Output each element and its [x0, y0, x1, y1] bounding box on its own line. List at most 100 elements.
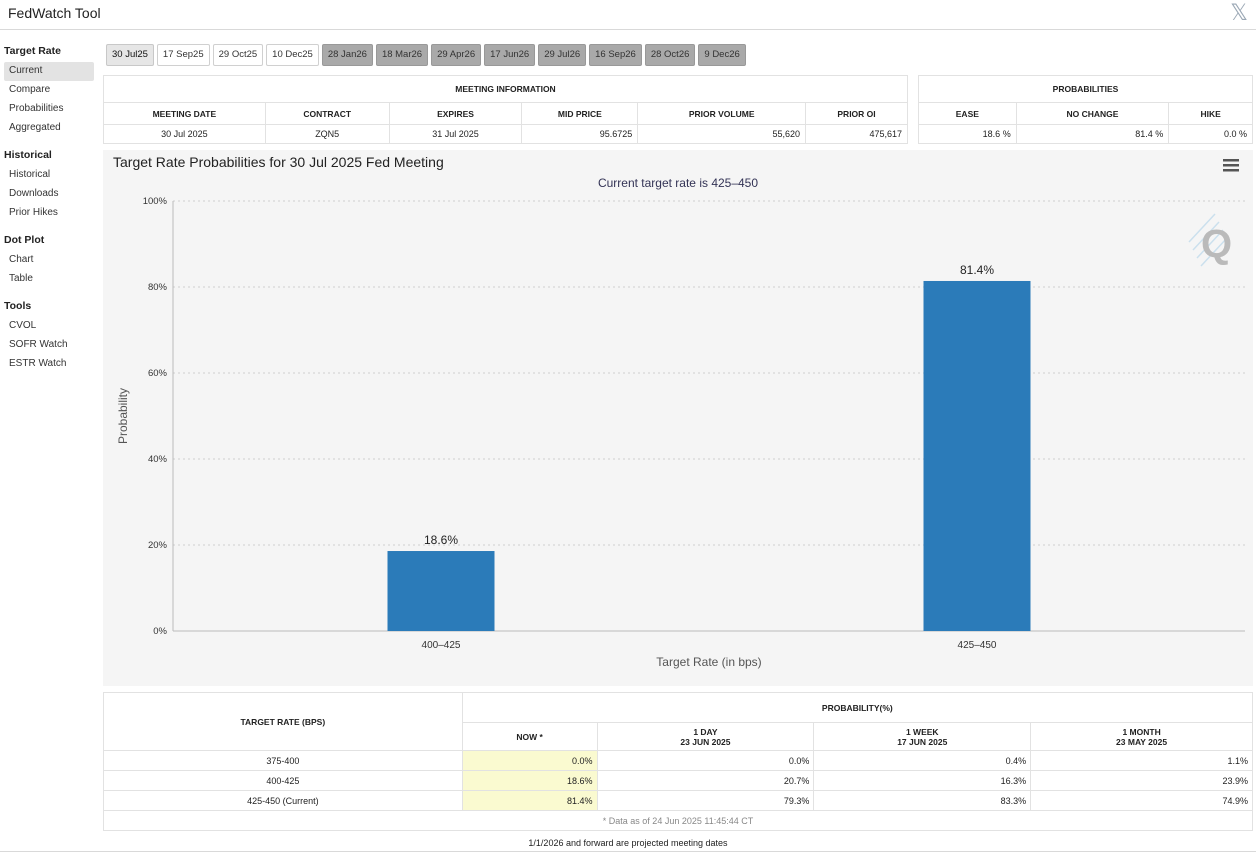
probabilities-heading: PROBABILITIES [918, 75, 1253, 103]
sidebar-heading: Historical [4, 149, 52, 161]
tab-meeting-date[interactable]: 29 Jul26 [538, 44, 587, 66]
column-header-1-month: 1 MONTH 23 MAY 2025 [1030, 722, 1253, 751]
sidebar-section-dot-plot: Dot Plot Chart Table [0, 233, 96, 289]
month-cell: 23.9% [1030, 770, 1253, 791]
meeting-date-tabs: 30 Jul25 17 Sep25 29 Oct25 10 Dec25 28 Jan26… [106, 44, 746, 66]
target-rate-header: TARGET RATE (BPS) [103, 692, 463, 751]
tab-meeting-date[interactable]: 18 Mar26 [375, 44, 429, 66]
week-cell: 0.4% [813, 750, 1032, 771]
sidebar-section-target-rate: Target Rate Current Compare Probabilitie… [0, 44, 96, 138]
expires-value: 31 Jul 2025 [388, 124, 523, 144]
column-header: EXPIRES [388, 102, 523, 125]
sidebar-item-downloads[interactable]: Downloads [9, 188, 59, 199]
x-axis-title: Target Rate (in bps) [656, 655, 761, 669]
bar [387, 551, 495, 631]
svg-text:Q: Q [1201, 222, 1232, 266]
table-row: 375-400 0.0% 0.0% 0.4% 1.1% [103, 750, 1253, 771]
day-cell: 79.3% [596, 790, 815, 811]
sidebar-heading: Target Rate [4, 45, 61, 57]
now-cell: 81.4% [461, 790, 598, 811]
mid-price-value: 95.6725 [521, 124, 639, 144]
sidebar-heading: Dot Plot [4, 234, 45, 246]
chart-subtitle: Current target rate is 425–450 [597, 176, 759, 190]
column-header-line1: NOW * [516, 731, 543, 742]
prior-oi-value: 475,617 [805, 124, 908, 144]
sidebar-item-sofr-watch[interactable]: SOFR Watch [9, 339, 68, 350]
sidebar-item-cvol[interactable]: CVOL [9, 320, 37, 331]
tab-meeting-date[interactable]: 29 Oct25 [212, 44, 264, 66]
sidebar-item-historical[interactable]: Historical [9, 169, 51, 180]
column-header-line1: 1 WEEK [905, 726, 939, 737]
column-header: HIKE [1168, 102, 1253, 125]
title-bar: FedWatch Tool 𝕏 [0, 0, 1256, 30]
tab-meeting-date[interactable]: 28 Jan26 [321, 44, 373, 66]
chart-panel: Target Rate Probabilities for 30 Jul 202… [103, 150, 1253, 686]
table-row: 425-450 (Current) 81.4% 79.3% 83.3% 74.9… [103, 790, 1253, 811]
y-tick-label: 100% [143, 196, 168, 207]
tab-meeting-date[interactable]: 10 Dec25 [266, 44, 319, 66]
hike-value: 0.0 % [1168, 124, 1253, 144]
column-header: MEETING DATE [103, 102, 266, 125]
column-header-line1: 1 MONTH [1122, 726, 1161, 737]
tab-meeting-date[interactable]: 17 Sep25 [156, 44, 210, 66]
sidebar-item-current[interactable]: Current [4, 62, 94, 81]
tab-meeting-date[interactable]: 30 Jul25 [106, 44, 154, 66]
bar-chart: Q 0% 20% 40% 60% 80% 100% 18.6% 400–425 81.4% 425… [116, 196, 1245, 669]
y-tick-label: 20% [148, 540, 168, 551]
quikstrike-logo: Q [1188, 213, 1232, 267]
sidebar: Target Rate Current Compare Probabilitie… [0, 44, 96, 384]
meeting-date-value: 30 Jul 2025 [103, 124, 266, 144]
tab-meeting-date[interactable]: 28 Oct26 [644, 44, 696, 66]
now-cell: 0.0% [461, 750, 598, 771]
tab-meeting-date[interactable]: 17 Jun26 [484, 44, 536, 66]
table-row: 400-425 18.6% 20.7% 16.3% 23.9% [103, 770, 1253, 791]
no-change-value: 81.4 % [1015, 124, 1170, 144]
contract-value: ZQN5 [264, 124, 390, 144]
data-label: 81.4% [960, 263, 994, 277]
meeting-info-heading: MEETING INFORMATION [103, 75, 908, 103]
x-tick-label: 400–425 [422, 640, 461, 651]
probability-history-table: TARGET RATE (BPS) PROBABILITY(%) NOW * 1… [103, 692, 1254, 831]
tab-meeting-date[interactable]: 16 Sep26 [589, 44, 642, 66]
column-header: PRIOR VOLUME [637, 102, 807, 125]
y-axis-title: Probability [116, 388, 130, 444]
sidebar-item-prior-hikes[interactable]: Prior Hikes [9, 207, 58, 218]
tab-meeting-date[interactable]: 9 Dec26 [698, 44, 746, 66]
sidebar-item-chart[interactable]: Chart [9, 254, 34, 265]
y-tick-label: 60% [148, 368, 168, 379]
sidebar-section-historical: Historical Historical Downloads Prior Hi… [0, 148, 96, 223]
footer-note: 1/1/2026 and forward are projected meeti… [528, 838, 728, 848]
sidebar-item-estr-watch[interactable]: ESTR Watch [9, 358, 67, 369]
close-icon[interactable]: 𝕏 [1230, 1, 1248, 26]
data-label: 18.6% [424, 533, 458, 547]
column-header: PRIOR OI [805, 102, 908, 125]
sidebar-item-compare[interactable]: Compare [9, 84, 51, 95]
column-header-line2: 17 JUN 2025 [897, 736, 948, 747]
column-header: MID PRICE [521, 102, 639, 125]
sidebar-section-tools: Tools CVOL SOFR Watch ESTR Watch [0, 299, 96, 374]
app-title: FedWatch Tool [8, 5, 101, 21]
column-header: CONTRACT [264, 102, 390, 125]
probability-header: PROBABILITY(%) [461, 692, 1254, 723]
x-tick-label: 425–450 [958, 640, 997, 651]
sidebar-heading: Tools [4, 300, 32, 312]
column-header: EASE [918, 102, 1017, 125]
sidebar-item-table[interactable]: Table [9, 273, 33, 284]
target-rate-cell: 400-425 [103, 770, 463, 791]
column-header-line2: 23 JUN 2025 [680, 736, 731, 747]
target-rate-cell: 375-400 [103, 750, 463, 771]
data-timestamp-note: * Data as of 24 Jun 2025 11:45:44 CT [103, 810, 1253, 831]
chart-menu-icon[interactable] [1223, 158, 1239, 172]
sidebar-item-aggregated[interactable]: Aggregated [9, 122, 61, 133]
now-cell: 18.6% [461, 770, 598, 791]
tab-meeting-date[interactable]: 29 Apr26 [431, 44, 482, 66]
day-cell: 0.0% [596, 750, 815, 771]
chart-title: Target Rate Probabilities for 30 Jul 202… [113, 154, 444, 170]
month-cell: 74.9% [1030, 790, 1253, 811]
column-header-now: NOW * [461, 722, 598, 751]
week-cell: 83.3% [813, 790, 1032, 811]
sidebar-item-probabilities[interactable]: Probabilities [9, 103, 64, 114]
prior-volume-value: 55,620 [637, 124, 807, 144]
column-header: NO CHANGE [1015, 102, 1170, 125]
target-rate-cell: 425-450 (Current) [103, 790, 463, 811]
